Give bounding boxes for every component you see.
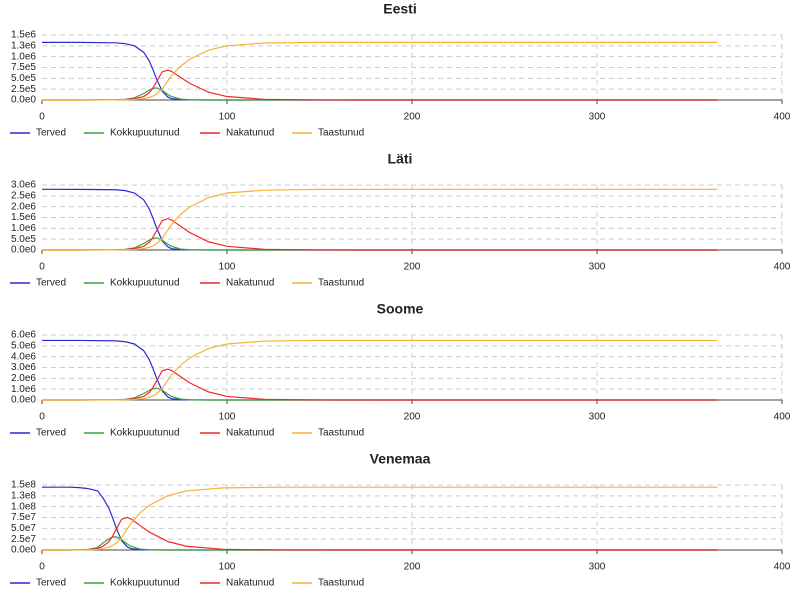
chart-title: Soome: [377, 301, 424, 317]
y-tick-label: 7.5e7: [11, 512, 36, 523]
y-tick-label: 0.0e0: [11, 95, 36, 106]
x-tick-label: 300: [589, 262, 606, 273]
y-tick-label: 2.5e7: [11, 534, 36, 545]
series-line: [41, 188, 718, 251]
series-line: [41, 486, 718, 551]
y-tick-label: 1.5e6: [11, 30, 36, 41]
legend-label: Nakatunud: [226, 128, 274, 139]
y-tick-label: 7.5e5: [11, 62, 36, 73]
y-tick-label: 3.0e6: [11, 362, 36, 373]
y-tick-label: 1.0e6: [11, 384, 36, 395]
series-line: [41, 368, 718, 401]
series-line: [41, 41, 718, 101]
chart-title: Venemaa: [370, 451, 431, 467]
legend-label: Taastunud: [318, 278, 364, 289]
x-tick-label: 0: [39, 112, 45, 123]
legend-label: Kokkupuutunud: [110, 128, 180, 139]
chart-title: Eesti: [383, 1, 416, 17]
x-tick-label: 200: [404, 112, 421, 123]
legend-label: Terved: [36, 128, 66, 139]
x-tick-label: 400: [774, 112, 791, 123]
legend-label: Kokkupuutunud: [110, 578, 180, 589]
y-tick-label: 5.0e6: [11, 340, 36, 351]
legend-label: Taastunud: [318, 428, 364, 439]
series-line: [41, 339, 718, 401]
x-tick-label: 0: [39, 262, 45, 273]
y-tick-label: 1.5e6: [11, 212, 36, 223]
y-tick-label: 5.0e7: [11, 523, 36, 534]
x-tick-label: 300: [589, 412, 606, 423]
legend-label: Terved: [36, 428, 66, 439]
legend-label: Taastunud: [318, 128, 364, 139]
y-tick-label: 0.0e0: [11, 245, 36, 256]
y-tick-label: 4.0e6: [11, 351, 36, 362]
y-tick-label: 1.0e8: [11, 501, 36, 512]
x-tick-label: 400: [774, 562, 791, 573]
y-tick-label: 1.0e6: [11, 51, 36, 62]
chart-title: Läti: [388, 151, 413, 167]
x-tick-label: 400: [774, 262, 791, 273]
legend-label: Kokkupuutunud: [110, 278, 180, 289]
y-tick-label: 1.0e6: [11, 223, 36, 234]
y-tick-label: 2.5e5: [11, 84, 36, 95]
y-tick-label: 1.3e6: [11, 40, 36, 51]
legend-label: Kokkupuutunud: [110, 428, 180, 439]
y-tick-label: 0.0e0: [11, 545, 36, 556]
x-tick-label: 100: [219, 412, 236, 423]
y-tick-label: 2.0e6: [11, 373, 36, 384]
series-line: [41, 516, 718, 551]
x-tick-label: 200: [404, 412, 421, 423]
x-tick-label: 100: [219, 562, 236, 573]
y-tick-label: 5.0e5: [11, 73, 36, 84]
y-tick-label: 6.0e6: [11, 330, 36, 341]
x-tick-label: 300: [589, 562, 606, 573]
x-tick-label: 100: [219, 262, 236, 273]
y-tick-label: 0.0e0: [11, 395, 36, 406]
series-line: [41, 188, 718, 251]
series-line: [41, 69, 718, 101]
legend-label: Nakatunud: [226, 428, 274, 439]
x-tick-label: 400: [774, 412, 791, 423]
x-tick-label: 300: [589, 112, 606, 123]
series-line: [41, 486, 718, 551]
legend-label: Taastunud: [318, 578, 364, 589]
x-tick-label: 100: [219, 112, 236, 123]
series-line: [41, 41, 718, 101]
x-tick-label: 0: [39, 412, 45, 423]
series-line: [41, 217, 718, 251]
legend-label: Terved: [36, 278, 66, 289]
x-tick-label: 200: [404, 262, 421, 273]
series-line: [41, 339, 718, 401]
y-tick-label: 3.0e6: [11, 180, 36, 191]
y-tick-label: 5.0e5: [11, 234, 36, 245]
x-tick-label: 200: [404, 562, 421, 573]
legend-label: Terved: [36, 578, 66, 589]
legend-label: Nakatunud: [226, 578, 274, 589]
y-tick-label: 1.3e8: [11, 490, 36, 501]
y-tick-label: 1.5e8: [11, 480, 36, 491]
x-tick-label: 0: [39, 562, 45, 573]
legend-label: Nakatunud: [226, 278, 274, 289]
y-tick-label: 2.0e6: [11, 201, 36, 212]
y-tick-label: 2.5e6: [11, 190, 36, 201]
